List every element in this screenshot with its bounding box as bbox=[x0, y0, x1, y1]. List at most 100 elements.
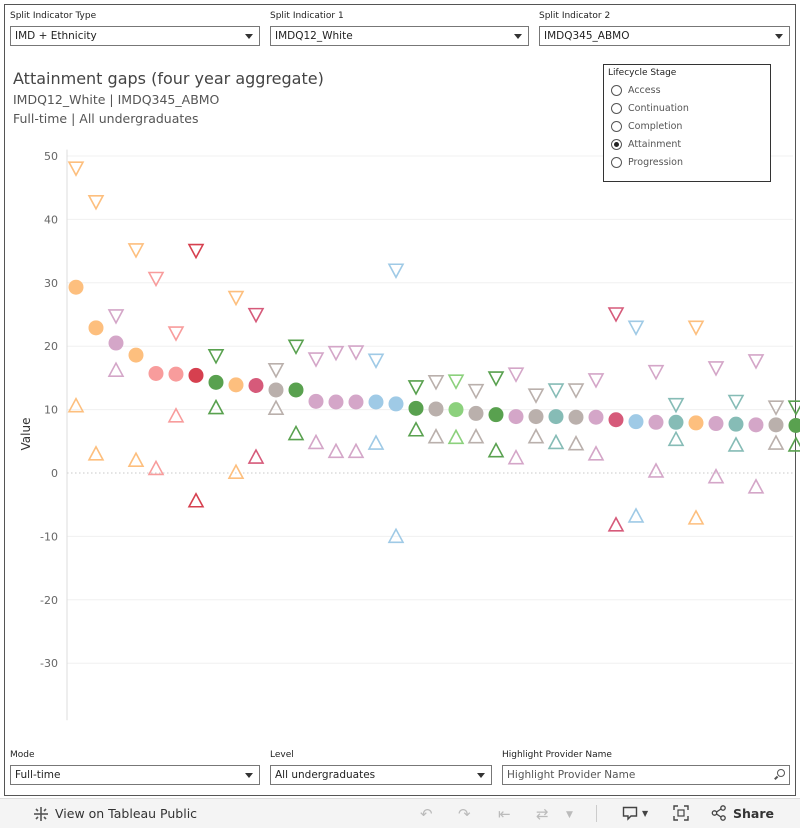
chevron-down-icon[interactable]: ▼ bbox=[566, 810, 573, 820]
upper-bound-marker bbox=[369, 354, 383, 367]
lifecycle-option-label: Attainment bbox=[628, 139, 681, 150]
share-icon[interactable] bbox=[711, 805, 727, 821]
lifecycle-option-completion[interactable]: Completion bbox=[604, 118, 770, 136]
radio-button[interactable] bbox=[611, 139, 622, 150]
value-point bbox=[89, 320, 104, 335]
lower-bound-marker bbox=[329, 444, 343, 457]
lower-bound-marker bbox=[249, 450, 263, 463]
value-point bbox=[169, 367, 184, 382]
radio-button[interactable] bbox=[611, 121, 622, 132]
lower-bound-marker bbox=[569, 437, 583, 450]
upper-bound-marker bbox=[109, 310, 123, 323]
upper-bound-marker bbox=[629, 321, 643, 334]
lifecycle-option-access[interactable]: Access bbox=[604, 82, 770, 100]
y-axis-label: Value bbox=[19, 418, 33, 451]
lifecycle-option-label: Access bbox=[628, 85, 661, 96]
lifecycle-option-attainment[interactable]: Attainment bbox=[604, 136, 770, 154]
lower-bound-marker bbox=[789, 438, 800, 451]
highlight-label: Highlight Provider Name bbox=[502, 750, 612, 760]
lifecycle-option-progression[interactable]: Progression bbox=[604, 154, 770, 172]
mode-dropdown[interactable]: Full-time bbox=[10, 765, 260, 785]
lower-bound-marker bbox=[649, 464, 663, 477]
mode-label: Mode bbox=[10, 750, 35, 760]
lower-bound-marker bbox=[469, 430, 483, 443]
lower-bound-marker bbox=[509, 451, 523, 464]
lower-bound-marker bbox=[429, 430, 443, 443]
lower-bound-marker bbox=[769, 436, 783, 449]
chevron-down-icon[interactable]: ▼ bbox=[642, 809, 648, 818]
upper-bound-marker bbox=[209, 350, 223, 363]
radio-button[interactable] bbox=[611, 157, 622, 168]
lower-bound-marker bbox=[129, 453, 143, 466]
upper-bound-marker bbox=[149, 272, 163, 285]
y-tick-label: 0 bbox=[51, 467, 58, 480]
share-button[interactable]: Share bbox=[733, 806, 774, 821]
chevron-down-icon bbox=[477, 773, 485, 778]
value-point bbox=[549, 409, 564, 424]
lower-bound-marker bbox=[389, 529, 403, 542]
highlight-placeholder: Highlight Provider Name bbox=[507, 769, 635, 781]
lower-bound-marker bbox=[209, 401, 223, 414]
value-point bbox=[769, 417, 784, 432]
upper-bound-marker bbox=[289, 340, 303, 353]
upper-bound-marker bbox=[569, 384, 583, 397]
search-icon bbox=[777, 769, 785, 777]
y-tick-label: 40 bbox=[44, 213, 58, 226]
comment-icon[interactable] bbox=[622, 806, 638, 821]
upper-bound-marker bbox=[189, 245, 203, 258]
value-point bbox=[469, 406, 484, 421]
refresh-icon[interactable]: ⇄ bbox=[536, 805, 549, 823]
level-dropdown[interactable]: All undergraduates bbox=[270, 765, 492, 785]
upper-bound-marker bbox=[229, 292, 243, 305]
radio-button[interactable] bbox=[611, 103, 622, 114]
upper-bound-marker bbox=[509, 368, 523, 381]
value-point bbox=[309, 394, 324, 409]
lower-bound-marker bbox=[229, 465, 243, 478]
radio-button[interactable] bbox=[611, 85, 622, 96]
lifecycle-option-continuation[interactable]: Continuation bbox=[604, 100, 770, 118]
redo-icon[interactable]: ↷ bbox=[458, 805, 471, 823]
y-tick-label: 20 bbox=[44, 340, 58, 353]
toolbar-divider bbox=[596, 805, 597, 822]
lower-bound-marker bbox=[109, 363, 123, 376]
value-point bbox=[329, 394, 344, 409]
value-point bbox=[209, 375, 224, 390]
revert-icon[interactable]: ⇤ bbox=[498, 805, 511, 823]
value-point bbox=[429, 401, 444, 416]
highlight-search-input[interactable]: Highlight Provider Name bbox=[502, 765, 790, 785]
lower-bound-marker bbox=[169, 409, 183, 422]
value-point bbox=[109, 336, 124, 351]
upper-bound-marker bbox=[309, 353, 323, 366]
upper-bound-marker bbox=[89, 196, 103, 209]
lower-bound-marker bbox=[589, 447, 603, 460]
value-point bbox=[689, 415, 704, 430]
y-tick-label: -30 bbox=[40, 657, 58, 670]
upper-bound-marker bbox=[69, 162, 83, 175]
value-point bbox=[609, 412, 624, 427]
y-tick-label: 50 bbox=[44, 150, 58, 163]
value-point bbox=[449, 402, 464, 417]
upper-bound-marker bbox=[549, 384, 563, 397]
view-on-tableau-link[interactable]: View on Tableau Public bbox=[55, 806, 197, 821]
upper-bound-marker bbox=[589, 374, 603, 387]
lower-bound-marker bbox=[289, 427, 303, 440]
value-point bbox=[489, 407, 504, 422]
upper-bound-marker bbox=[489, 372, 503, 385]
lower-bound-marker bbox=[609, 518, 623, 531]
upper-bound-marker bbox=[329, 347, 343, 360]
y-tick-label: 30 bbox=[44, 277, 58, 290]
lower-bound-marker bbox=[629, 509, 643, 522]
upper-bound-marker bbox=[129, 244, 143, 257]
lifecycle-option-label: Progression bbox=[628, 157, 683, 168]
tableau-toolbar: View on Tableau Public ↶ ↷ ⇤ ⇄ ▼ ▼ Share bbox=[0, 798, 800, 828]
lifecycle-option-label: Completion bbox=[628, 121, 682, 132]
fullscreen-icon[interactable] bbox=[673, 805, 689, 821]
lower-bound-marker bbox=[149, 461, 163, 474]
y-tick-label: -20 bbox=[40, 594, 58, 607]
undo-icon[interactable]: ↶ bbox=[420, 805, 433, 823]
upper-bound-marker bbox=[449, 375, 463, 388]
value-point bbox=[529, 409, 544, 424]
upper-bound-marker bbox=[349, 346, 363, 359]
value-point bbox=[729, 417, 744, 432]
value-point bbox=[69, 280, 84, 295]
